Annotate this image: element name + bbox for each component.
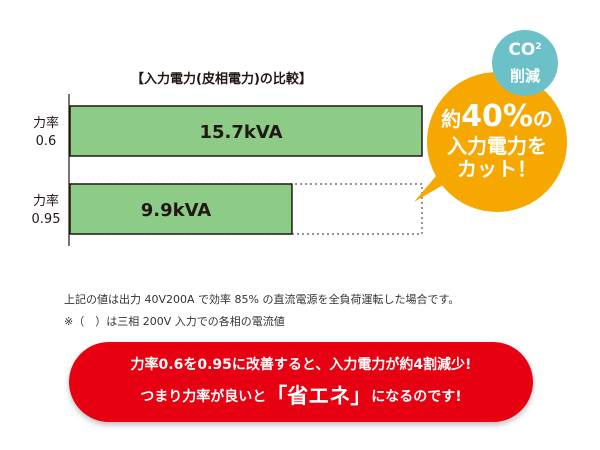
banner-line2: つまり力率が良いと「省エネ」になるのです!: [69, 380, 533, 410]
note-conditions: 上記の値は出力 40V200A で効率 85% の直流電源を全負荷運転した場合で…: [64, 293, 460, 306]
banner-emphasis: 「省エネ」: [266, 384, 372, 408]
note-current: ※（ ）は三相 200V 入力での各相の電流値: [64, 315, 285, 328]
co2-subscript: 2: [535, 42, 542, 52]
category-label-line2-0: 0.6: [36, 134, 57, 149]
callout-prefix: 約: [441, 107, 462, 131]
banner-prefix: つまり力率が良いと: [140, 389, 267, 405]
bar-value-label-0: 15.7kVA: [199, 122, 282, 143]
bar-1: [69, 183, 293, 235]
banner-line1: 力率0.6を0.95に改善すると、入力電力が約4割減少!: [130, 357, 472, 373]
callout-suffix: の: [532, 107, 553, 131]
co2-reduction-badge: CO2 削減: [492, 30, 558, 96]
category-label-line1-1: 力率: [33, 193, 59, 209]
bar-value-label-1: 9.9kVA: [141, 200, 212, 221]
co2-label: CO: [508, 40, 536, 60]
callout-line2: 入力電力を: [447, 133, 547, 158]
bar-0: [69, 105, 423, 157]
callout-line3: カット！: [457, 156, 537, 181]
banner-suffix: になるのです!: [371, 389, 462, 405]
callout-text: 約40%の 入力電力を カット！: [421, 99, 573, 181]
summary-banner: 力率0.6を0.95に改善すると、入力電力が約4割減少! つまり力率が良いと「省…: [69, 342, 533, 422]
co2-reduction-label: 削減: [509, 67, 540, 85]
category-label-line2-1: 0.95: [32, 212, 61, 227]
callout-percent: 40%: [461, 99, 533, 134]
category-label-line1-0: 力率: [33, 115, 59, 131]
chart-title: 【入力電力(皮相電力)の比較】: [131, 72, 312, 87]
bar-chart: 15.7kVA 力率 0.6 9.9kVA 力率 0.95: [32, 94, 472, 246]
callout-bubble: [427, 72, 567, 212]
